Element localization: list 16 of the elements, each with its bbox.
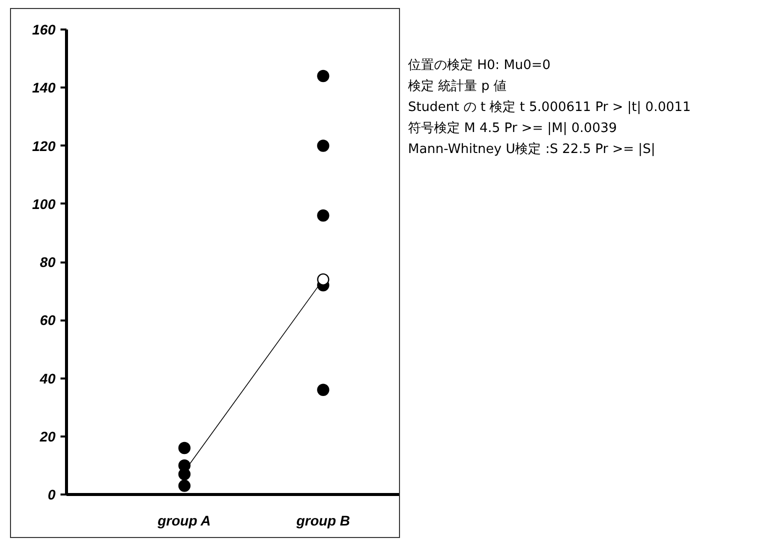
- y-tick-label: 0: [48, 486, 56, 502]
- y-tick-label: 140: [32, 80, 56, 96]
- x-tick-label: group B: [295, 512, 350, 528]
- text: 検定 統計量 p 値: [408, 78, 508, 96]
- text: Student の t 検定 t 5.000611 Pr > |t| 0.0011: [408, 99, 691, 117]
- y-tick-label: 40: [38, 370, 56, 386]
- y-tick-label: 160: [32, 22, 56, 38]
- y-tick-label: 100: [32, 196, 56, 212]
- text: Mann-Whitney U検定 :S 22.5 Pr >= |S|: [408, 141, 656, 159]
- y-tick-label: 60: [40, 312, 56, 328]
- text: 位置の検定 H0: Mu0=0: [408, 57, 552, 75]
- y-tick-label: 120: [32, 138, 56, 154]
- x-tick-label: group A: [156, 512, 211, 528]
- y-tick-label: 80: [40, 254, 56, 270]
- text: 符号検定 M 4.5 Pr >= |M| 0.0039: [408, 120, 618, 138]
- y-tick-label: 20: [38, 428, 56, 444]
